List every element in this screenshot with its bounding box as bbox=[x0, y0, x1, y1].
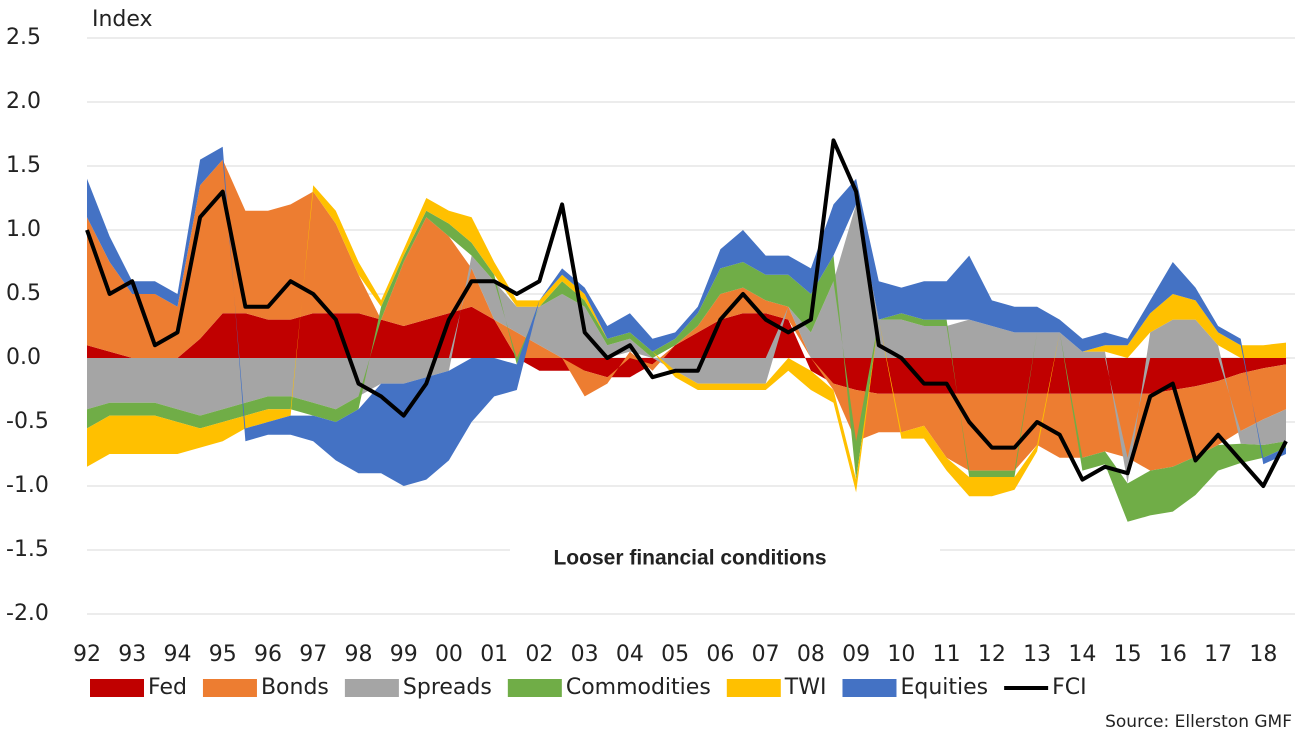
area-spreads bbox=[87, 204, 1286, 484]
x-tick-label: 94 bbox=[163, 642, 191, 667]
area-fed bbox=[87, 306, 1286, 394]
legend-swatch bbox=[842, 679, 897, 697]
legend-swatch bbox=[344, 679, 399, 697]
x-tick-label: 18 bbox=[1249, 642, 1277, 667]
y-tick-label: 2.5 bbox=[6, 25, 41, 50]
x-tick-label: 14 bbox=[1068, 642, 1096, 667]
x-tick-label: 96 bbox=[254, 642, 282, 667]
x-tick-label: 00 bbox=[435, 642, 463, 667]
legend-label: Commodities bbox=[566, 675, 711, 700]
legend-label: Spreads bbox=[403, 675, 492, 700]
x-tick-label: 10 bbox=[887, 642, 915, 667]
x-tick-label: 12 bbox=[978, 642, 1006, 667]
x-tick-label: 97 bbox=[299, 642, 327, 667]
area-bonds bbox=[87, 159, 1286, 471]
y-tick-label: -1.0 bbox=[6, 473, 49, 498]
x-tick-label: 03 bbox=[571, 642, 599, 667]
legend-label: TWI bbox=[784, 675, 827, 700]
x-tick-label: 16 bbox=[1159, 642, 1187, 667]
x-tick-label: 17 bbox=[1204, 642, 1232, 667]
y-tick-label: -1.5 bbox=[6, 537, 49, 562]
legend-swatch bbox=[507, 679, 562, 697]
y-tick-label: 1.0 bbox=[6, 217, 41, 242]
legend-swatch bbox=[90, 679, 144, 697]
y-tick-label: 1.5 bbox=[6, 153, 41, 178]
legend-swatch bbox=[726, 679, 781, 697]
y-tick-label: 2.0 bbox=[6, 89, 41, 114]
legend-swatch bbox=[202, 679, 257, 697]
x-tick-label: 05 bbox=[661, 642, 689, 667]
x-tick-label: 92 bbox=[73, 642, 101, 667]
x-tick-label: 01 bbox=[480, 642, 508, 667]
y-tick-label: 0.0 bbox=[6, 345, 41, 370]
legend-label: FCI bbox=[1052, 675, 1087, 700]
x-tick-label: 95 bbox=[209, 642, 237, 667]
x-tick-label: 99 bbox=[390, 642, 418, 667]
annotation: Looser financial conditions bbox=[553, 547, 826, 570]
area-commodities bbox=[87, 210, 1286, 522]
x-tick-label: 07 bbox=[752, 642, 780, 667]
x-tick-label: 04 bbox=[616, 642, 644, 667]
x-tick-label: 06 bbox=[706, 642, 734, 667]
x-tick-label: 15 bbox=[1114, 642, 1142, 667]
x-tick-label: 98 bbox=[344, 642, 372, 667]
x-tick-label: 02 bbox=[525, 642, 553, 667]
annotation-bg bbox=[510, 538, 940, 580]
y-tick-label: -0.5 bbox=[6, 409, 49, 434]
fci-line bbox=[85, 138, 1288, 488]
x-tick-label: 93 bbox=[118, 642, 146, 667]
y-axis-label: Index bbox=[92, 7, 153, 32]
x-tick-label: 08 bbox=[797, 642, 825, 667]
x-tick-label: 11 bbox=[933, 642, 961, 667]
legend-label: Bonds bbox=[261, 675, 329, 700]
source: Source: Ellerston GMF bbox=[1105, 712, 1292, 732]
legend-label: Equities bbox=[900, 675, 988, 700]
legend-label: Fed bbox=[148, 675, 187, 700]
x-tick-label: 09 bbox=[842, 642, 870, 667]
y-tick-label: 0.5 bbox=[6, 281, 41, 306]
x-tick-label: 13 bbox=[1023, 642, 1051, 667]
y-tick-label: -2.0 bbox=[6, 601, 49, 626]
